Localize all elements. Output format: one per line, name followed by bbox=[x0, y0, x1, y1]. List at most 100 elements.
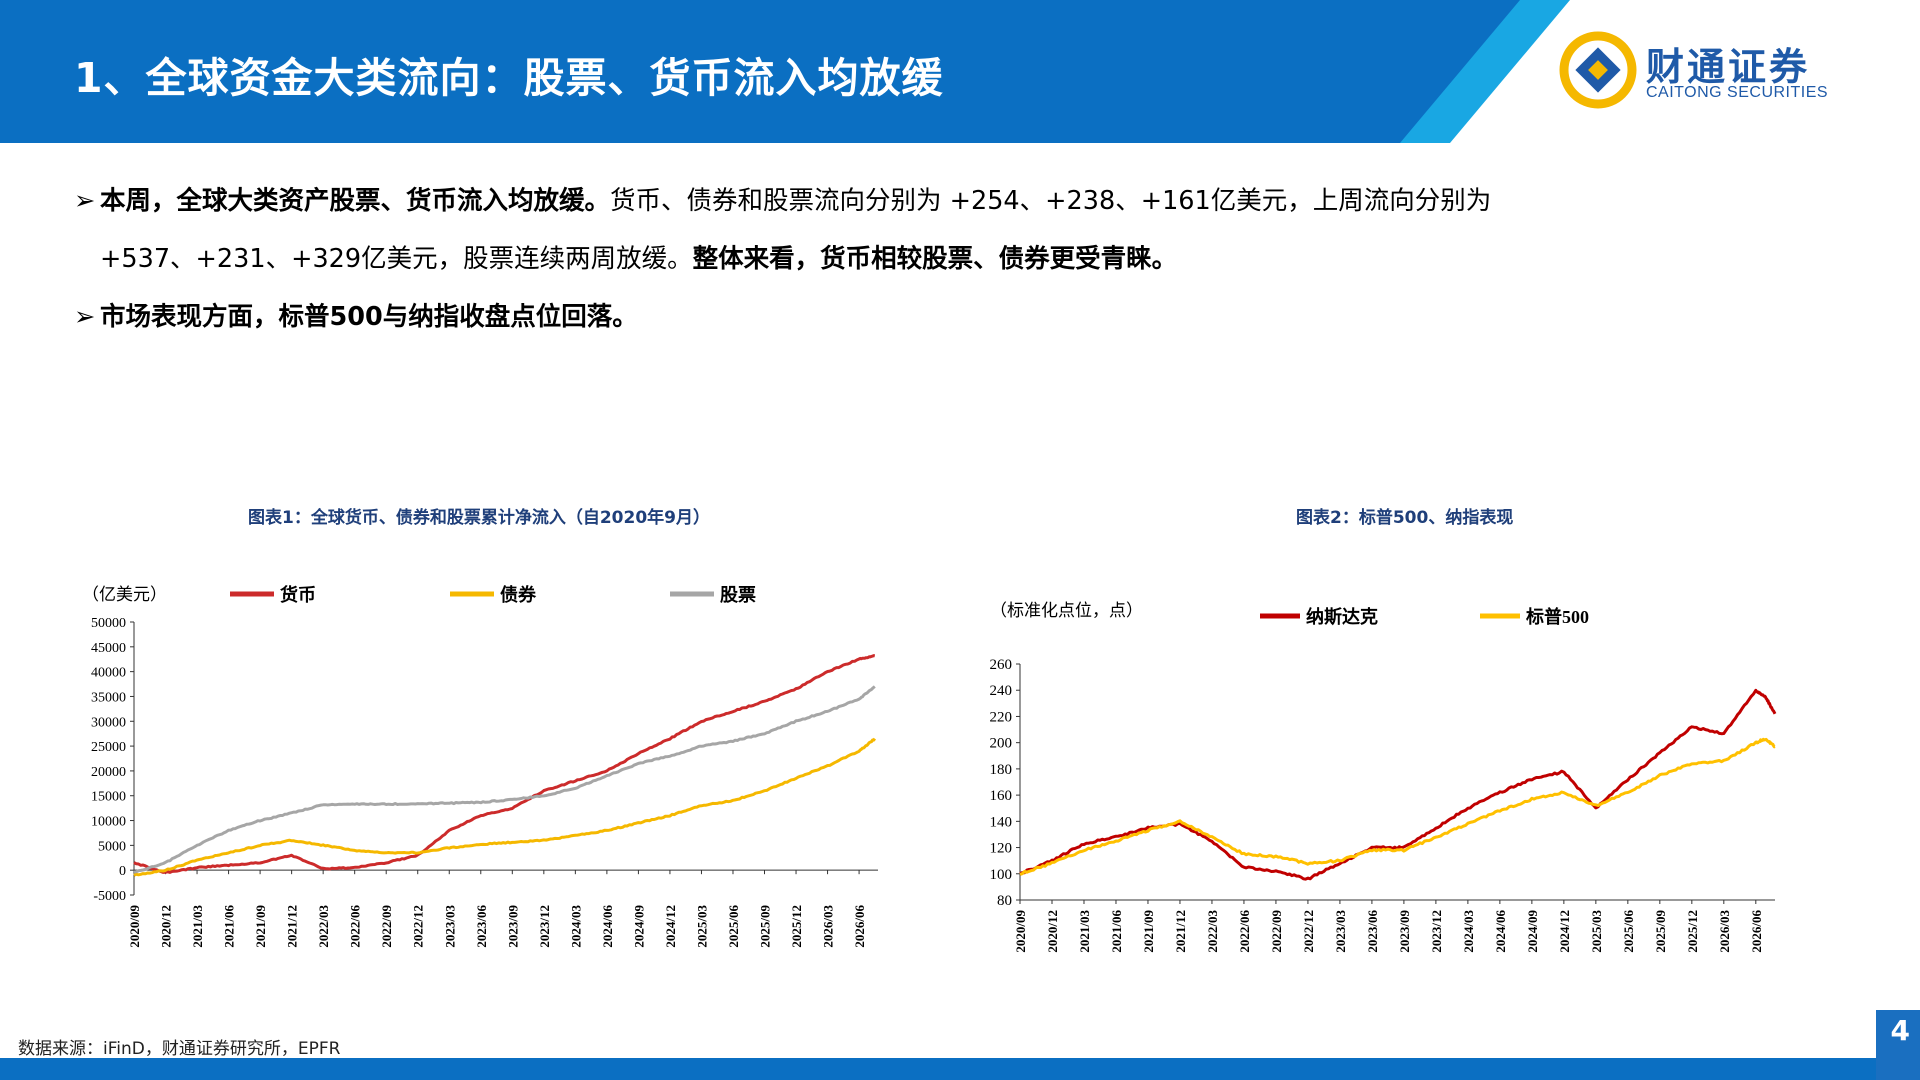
x-tick-label: 2021/09 bbox=[1141, 910, 1156, 953]
y-tick-label: 30000 bbox=[91, 715, 126, 730]
x-tick-label: 2021/12 bbox=[285, 905, 300, 948]
y-tick-label: 160 bbox=[990, 788, 1013, 804]
x-tick-label: 2020/12 bbox=[159, 905, 174, 948]
x-tick-label: 2021/03 bbox=[190, 905, 205, 948]
logo-text-cn: 财通证券 bbox=[1646, 45, 1811, 89]
y-tick-label: 20000 bbox=[91, 765, 126, 780]
x-tick-label: 2023/06 bbox=[1365, 910, 1380, 953]
x-tick-label: 2026/03 bbox=[1717, 910, 1732, 953]
y-tick-label: 5000 bbox=[98, 839, 126, 854]
x-tick-label: 2026/06 bbox=[1749, 910, 1764, 953]
y-tick-label: 10000 bbox=[91, 815, 126, 830]
bullet-1-bold: 本周，全球大类资产股票、货币流入均放缓。 bbox=[100, 186, 611, 216]
company-logo: 财通证券 CAITONG SECURITIES bbox=[1558, 30, 1898, 110]
x-tick-label: 2022/03 bbox=[1205, 910, 1220, 953]
bullet-2: ➢ 市场表现方面，标普500与纳指收盘点位回落。 bbox=[74, 288, 1874, 346]
y-tick-label: 180 bbox=[990, 762, 1013, 778]
legend-label: 货币 bbox=[280, 584, 316, 605]
x-tick-label: 2021/03 bbox=[1077, 910, 1092, 953]
y-tick-label: 220 bbox=[990, 709, 1013, 725]
page-number-box bbox=[1876, 1010, 1920, 1080]
bullet-arrow-icon: ➢ bbox=[74, 186, 96, 216]
x-tick-label: 2025/03 bbox=[694, 905, 709, 948]
x-tick-label: 2026/06 bbox=[852, 905, 867, 948]
x-tick-label: 2022/09 bbox=[1269, 910, 1284, 953]
y-tick-label: 100 bbox=[990, 867, 1013, 883]
x-tick-label: 2025/06 bbox=[1621, 910, 1636, 953]
chart-2-title: 图表2：标普500、纳指表现 bbox=[1296, 508, 1514, 528]
bullet-1-cont-text: +537、+231、+329亿美元，股票连续两周放缓。 bbox=[100, 244, 693, 274]
bullet-1-bold-2: 整体来看，货币相较股票、债券更受青睐。 bbox=[692, 244, 1178, 274]
logo-mark-icon bbox=[1559, 31, 1637, 109]
y-tick-label: 80 bbox=[997, 893, 1012, 909]
x-tick-label: 2023/12 bbox=[1429, 910, 1444, 953]
x-tick-label: 2023/06 bbox=[474, 905, 489, 948]
footer-bar bbox=[0, 1058, 1920, 1080]
x-tick-label: 2021/06 bbox=[1109, 910, 1124, 953]
y-tick-label: 200 bbox=[990, 736, 1013, 752]
x-tick-label: 2022/03 bbox=[316, 905, 331, 948]
x-tick-label: 2020/12 bbox=[1045, 910, 1060, 953]
x-tick-label: 2024/12 bbox=[663, 905, 678, 948]
legend-label: 纳斯达克 bbox=[1306, 606, 1378, 627]
y-axis-unit-label: （标准化点位，点） bbox=[990, 601, 1143, 620]
bullet-arrow-icon: ➢ bbox=[74, 302, 96, 332]
y-tick-label: 240 bbox=[990, 683, 1013, 699]
y-tick-label: 260 bbox=[990, 657, 1013, 673]
x-tick-label: 2026/03 bbox=[821, 905, 836, 948]
x-tick-label: 2023/03 bbox=[442, 905, 457, 948]
x-tick-label: 2022/06 bbox=[348, 905, 363, 948]
series-line-1 bbox=[133, 654, 876, 874]
page-number: 4 bbox=[1890, 1014, 1910, 1047]
y-tick-label: 45000 bbox=[91, 641, 126, 656]
logo-text-en: CAITONG SECURITIES bbox=[1646, 84, 1829, 101]
x-tick-label: 2025/12 bbox=[1685, 910, 1700, 953]
x-tick-label: 2024/03 bbox=[568, 905, 583, 948]
chart-1-flows: -5000 0 5000 10000 15000 20000 25000 30000 35000… bbox=[82, 584, 878, 948]
x-tick-label: 2025/09 bbox=[1653, 910, 1668, 953]
x-tick-label: 2022/12 bbox=[411, 905, 426, 948]
header-bar: 1、全球资金大类流向：股票、货币流入均放缓 财通证券 CAITONG SECUR… bbox=[0, 0, 1920, 143]
x-tick-label: 2023/12 bbox=[537, 905, 552, 948]
x-tick-label: 2020/09 bbox=[127, 905, 142, 948]
series-line-2 bbox=[1019, 737, 1776, 876]
x-tick-label: 2025/12 bbox=[789, 905, 804, 948]
x-tick-label: 2025/06 bbox=[726, 905, 741, 948]
legend-label: 债券 bbox=[500, 584, 537, 605]
y-tick-label: -5000 bbox=[93, 889, 126, 904]
data-source-note: 数据来源：iFinD，财通证券研究所，EPFR bbox=[18, 1039, 341, 1059]
x-tick-label: 2024/06 bbox=[1493, 910, 1508, 953]
legend-label: 股票 bbox=[719, 585, 756, 605]
y-tick-label: 35000 bbox=[91, 690, 126, 705]
chart-1-title: 图表1：全球货币、债券和股票累计净流入（自2020年9月） bbox=[248, 508, 710, 528]
bullet-list: ➢ 本周，全球大类资产股票、货币流入均放缓。货币、债券和股票流向分别为 +254、… bbox=[74, 172, 1874, 346]
bullet-1-continued: +537、+231、+329亿美元，股票连续两周放缓。整体来看，货币相较股票、债… bbox=[74, 230, 1874, 288]
x-tick-label: 2025/09 bbox=[758, 905, 773, 948]
page-title: 1、全球资金大类流向：股票、货币流入均放缓 bbox=[74, 54, 944, 102]
x-tick-label: 2024/03 bbox=[1461, 910, 1476, 953]
x-tick-label: 2024/09 bbox=[631, 905, 646, 948]
x-tick-label: 2024/06 bbox=[600, 905, 615, 948]
x-tick-label: 2021/06 bbox=[222, 905, 237, 948]
y-tick-label: 120 bbox=[990, 841, 1013, 857]
y-tick-label: 140 bbox=[990, 814, 1013, 830]
y-tick-label: 40000 bbox=[91, 666, 126, 681]
y-tick-label: 15000 bbox=[91, 790, 126, 805]
x-tick-label: 2024/09 bbox=[1525, 910, 1540, 953]
legend-label: 标普500 bbox=[1525, 606, 1589, 627]
x-tick-label: 2024/12 bbox=[1557, 910, 1572, 953]
y-tick-label: 0 bbox=[119, 864, 126, 879]
x-tick-label: 2022/06 bbox=[1237, 910, 1252, 953]
series-line-3 bbox=[133, 685, 876, 874]
x-tick-label: 2021/12 bbox=[1173, 910, 1188, 953]
x-tick-label: 2022/09 bbox=[379, 905, 394, 948]
chart-2-index: 80 100 120 140 160 180 200 220 240 260 2020/09 2020… bbox=[990, 601, 1777, 953]
bullet-1-text: 货币、债券和股票流向分别为 +254、+238、+161亿美元，上周流向分别为 bbox=[610, 186, 1492, 216]
x-tick-label: 2023/09 bbox=[505, 905, 520, 948]
x-tick-label: 2023/09 bbox=[1397, 910, 1412, 953]
y-tick-label: 50000 bbox=[91, 616, 126, 631]
x-tick-label: 2023/03 bbox=[1333, 910, 1348, 953]
x-tick-label: 2021/09 bbox=[253, 905, 268, 948]
y-axis-unit-label: （亿美元） bbox=[82, 585, 167, 604]
x-tick-label: 2025/03 bbox=[1589, 910, 1604, 953]
